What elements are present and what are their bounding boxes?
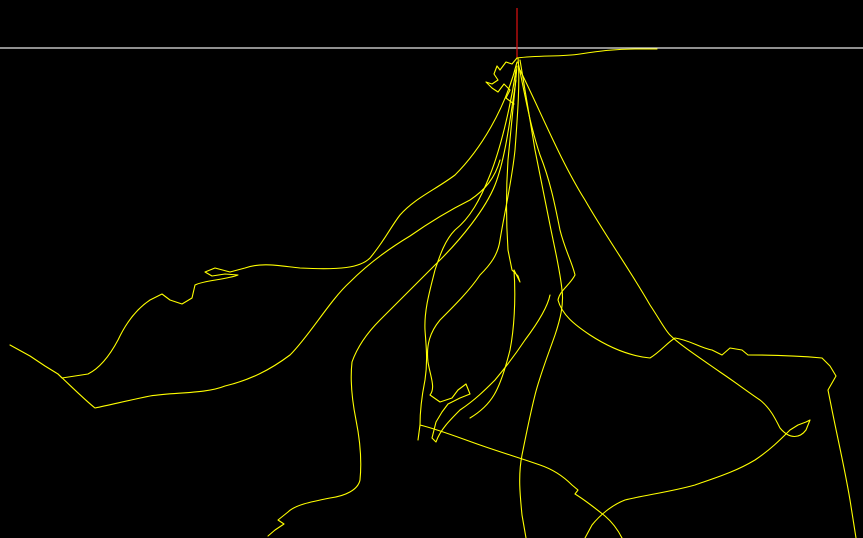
trace-path <box>519 69 811 538</box>
trace-path <box>9 61 518 379</box>
trace-path <box>57 159 501 409</box>
trace-path <box>485 57 518 105</box>
trace-path <box>516 48 658 59</box>
trace-group <box>9 48 857 538</box>
trace-path <box>419 424 623 538</box>
trace-path <box>417 69 517 441</box>
trace-path <box>469 65 521 419</box>
trace-path <box>267 79 517 537</box>
trace-path <box>517 61 857 538</box>
trace-path <box>426 57 551 443</box>
trace-path <box>519 59 564 538</box>
